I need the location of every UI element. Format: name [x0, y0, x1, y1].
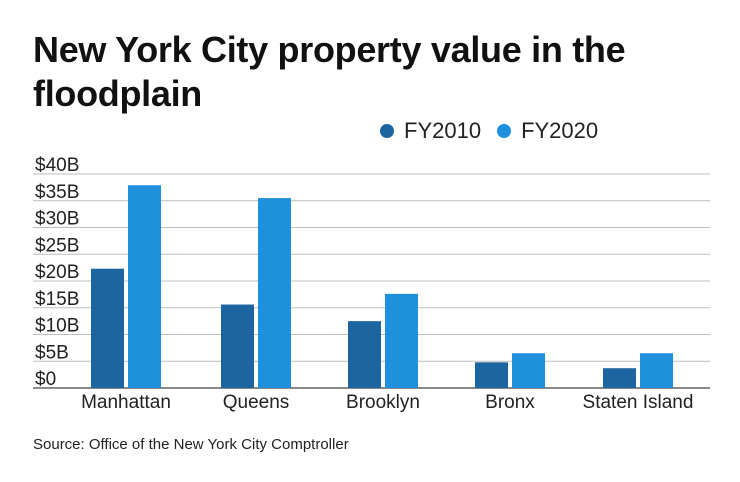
bar-chart: $0 $5B $10B $15B $20B $25B $30B $35B $40B Manhatt… [33, 155, 710, 413]
y-tick-label: $25B [35, 235, 79, 256]
legend-item-fy2020: FY2020 [497, 118, 598, 144]
legend-item-fy2010: FY2010 [380, 118, 481, 144]
bar-fy2020-queens [258, 198, 291, 388]
chart-title: New York City property value in the floo… [33, 29, 626, 114]
bar-fy2010-brooklyn [348, 321, 381, 388]
bar-fy2010-manhattan [91, 268, 124, 388]
bar-fy2020-staten-island [640, 353, 673, 388]
bar-fy2020-manhattan [128, 185, 161, 388]
bar-fy2010-bronx [475, 362, 508, 388]
x-tick-label: Queens [223, 392, 290, 413]
y-tick-label: $20B [35, 262, 79, 283]
source-note: Source: Office of the New York City Comp… [33, 436, 349, 453]
bar-fy2020-brooklyn [385, 293, 418, 388]
y-tick-label: $40B [35, 155, 79, 176]
x-tick-label: Manhattan [81, 392, 171, 413]
y-tick-label: $5B [35, 342, 69, 363]
legend-swatch-fy2010 [380, 124, 394, 138]
x-tick-label: Brooklyn [346, 392, 420, 413]
bar-fy2010-staten-island [603, 368, 636, 388]
y-tick-label: $15B [35, 289, 79, 310]
x-tick-label: Bronx [485, 392, 535, 413]
legend-label-fy2010: FY2010 [404, 118, 482, 143]
legend-label-fy2020: FY2020 [521, 118, 599, 143]
y-tick-label: $10B [35, 316, 79, 337]
bar-fy2020-bronx [512, 353, 545, 388]
y-tick-label: $30B [35, 209, 79, 230]
x-tick-label: Staten Island [583, 392, 694, 413]
legend-swatch-fy2020 [497, 124, 512, 138]
y-tick-label: $35B [35, 182, 79, 203]
y-tick-label: $0 [35, 369, 56, 390]
legend: FY2010 FY2020 [380, 117, 614, 145]
bar-fy2010-queens [221, 304, 254, 388]
